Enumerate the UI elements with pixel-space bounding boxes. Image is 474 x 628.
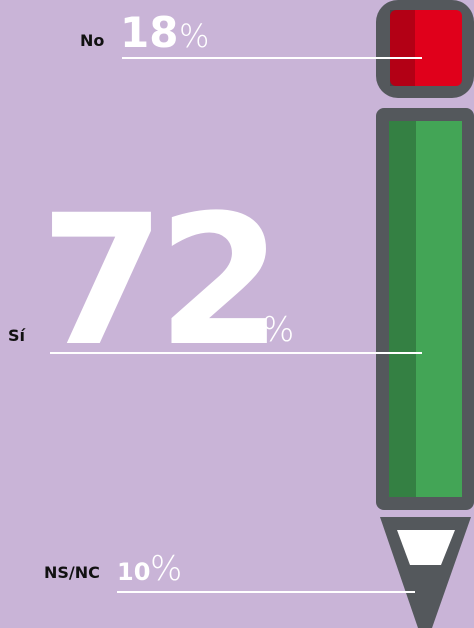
eraser-shade bbox=[390, 10, 415, 86]
body-shade bbox=[389, 121, 416, 497]
value-label: 18 bbox=[120, 8, 178, 57]
infographic: No 18 % Sí 72 % NS/NC 10 % bbox=[0, 0, 474, 628]
value-label: 72 bbox=[40, 177, 275, 386]
value-label: 10 bbox=[117, 558, 150, 586]
category-label: NS/NC bbox=[44, 563, 100, 582]
unit-label: % bbox=[179, 17, 209, 55]
unit-label: % bbox=[150, 549, 182, 589]
category-label: No bbox=[80, 31, 104, 50]
pencil bbox=[376, 0, 474, 628]
category-label: Sí bbox=[8, 326, 27, 345]
unit-label: % bbox=[262, 310, 294, 350]
